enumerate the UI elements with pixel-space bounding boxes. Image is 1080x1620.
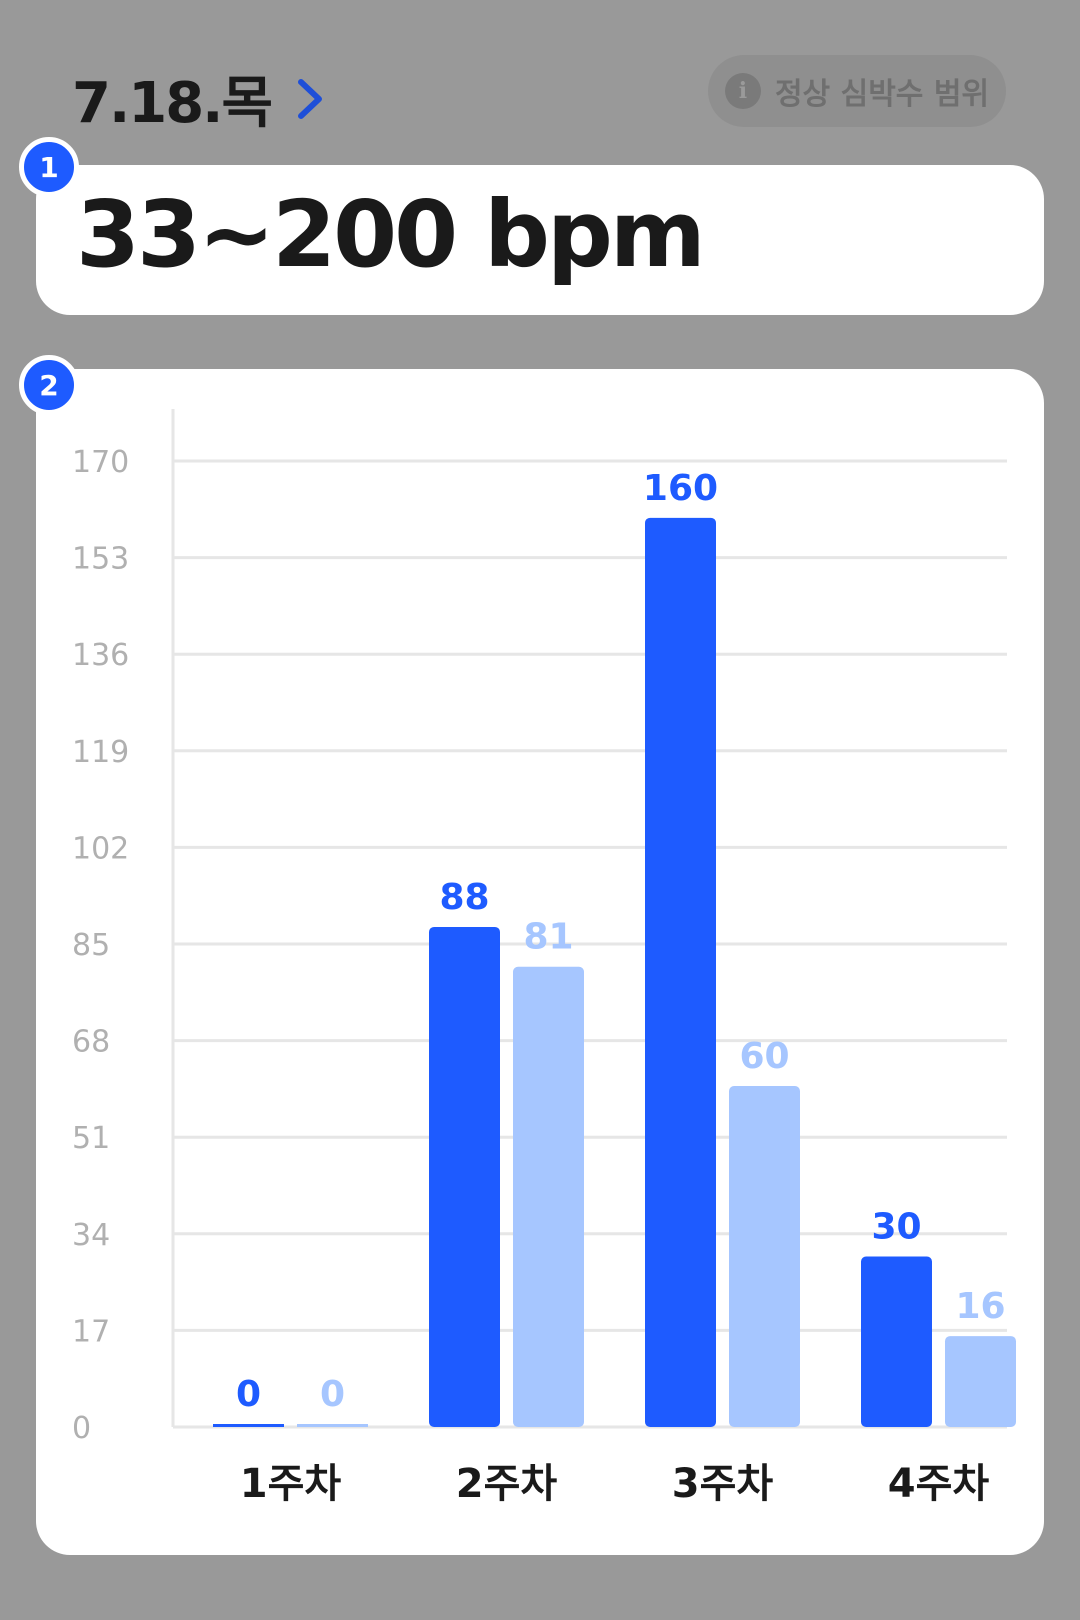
y-tick-label: 119 (72, 735, 129, 770)
y-tick-label: 17 (72, 1314, 110, 1349)
bar-primary (645, 517, 716, 1427)
x-category-label: 4주차 (888, 1461, 990, 1507)
y-tick-label: 102 (72, 831, 129, 866)
x-category-label: 3주차 (672, 1461, 774, 1507)
info-icon: i (724, 73, 761, 109)
data-label: 88 (439, 877, 489, 918)
bar-primary (213, 1424, 284, 1427)
data-label: 0 (320, 1374, 345, 1415)
step-badge-1: 1 (19, 137, 79, 197)
bar-secondary (729, 1086, 800, 1427)
date-title: 7.18.목 (72, 71, 273, 136)
data-label: 81 (523, 917, 573, 958)
data-label: 160 (643, 468, 718, 509)
chart-card: 0 17 34 51 68 85 102 119 136 153 170 0 0 1주차 88 81 2주차 16… (36, 369, 1044, 1555)
bar-chart: 0 17 34 51 68 85 102 119 136 153 170 0 0 1주차 88 81 2주차 16… (72, 409, 1016, 1507)
range-button-label: 정상 심박수 범위 (774, 77, 990, 112)
bar-secondary (297, 1424, 368, 1427)
y-tick-label: 136 (72, 638, 129, 673)
bar-primary (861, 1256, 932, 1427)
data-label: 16 (955, 1286, 1005, 1327)
bar-secondary (513, 966, 584, 1427)
bpm-range-card: 33~200 bpm (36, 165, 1044, 315)
data-label: 30 (871, 1207, 921, 1248)
y-tick-label: 68 (72, 1025, 110, 1060)
y-tick-label: 51 (72, 1121, 110, 1156)
data-label: 0 (236, 1374, 261, 1415)
data-label: 60 (739, 1036, 789, 1077)
step-badge-2: 2 (19, 355, 79, 415)
y-tick-label: 85 (72, 928, 110, 963)
date-header[interactable]: 7.18.목 (72, 58, 327, 139)
y-tick-label: 0 (72, 1411, 91, 1446)
bar-primary (429, 926, 500, 1427)
y-tick-label: 153 (72, 542, 129, 577)
y-tick-label: 34 (72, 1218, 110, 1253)
normal-heart-rate-range-button[interactable]: i 정상 심박수 범위 (708, 55, 1006, 127)
y-tick-label: 170 (72, 445, 129, 480)
x-category-label: 2주차 (456, 1461, 558, 1507)
bpm-range-value: 33~200 bpm (76, 181, 706, 288)
bar-secondary (945, 1336, 1016, 1427)
chevron-right-icon[interactable] (293, 76, 327, 122)
x-category-label: 1주차 (240, 1461, 342, 1507)
